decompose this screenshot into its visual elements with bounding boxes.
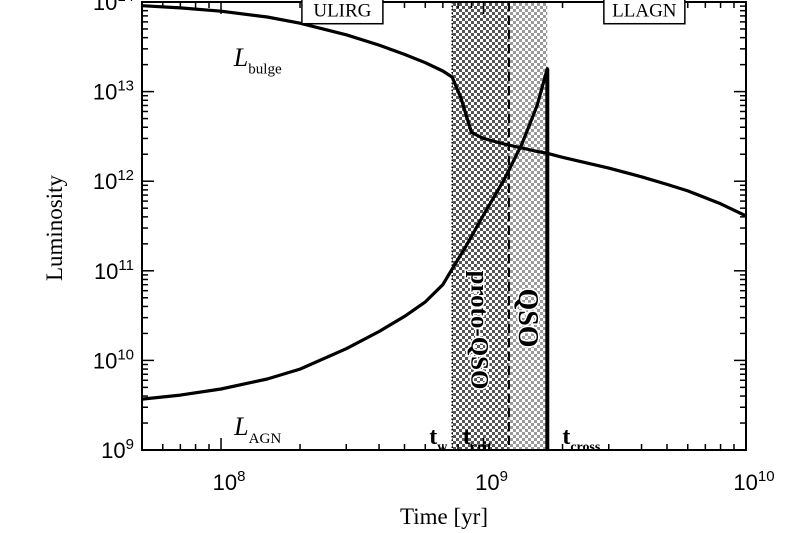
annotation-box-llagn <box>603 0 686 25</box>
marker-label-tcrit: tcrit <box>463 424 492 455</box>
annotation-box-ulirg <box>301 0 384 25</box>
y-tick-label: 1014 <box>93 0 134 15</box>
x-tick-label: 1010 <box>733 468 774 495</box>
phase-label-proto-qso: proto-QSO <box>466 271 493 390</box>
series-line-l-agn <box>142 67 549 401</box>
axis-ticks: 108 109 1010 109 1010 1011 1012 1013 1014 <box>93 0 775 495</box>
marker-label-tcross: tcross <box>562 424 600 455</box>
series-label-l-agn: LAGN <box>233 412 281 447</box>
y-tick-label: 1011 <box>94 257 134 284</box>
annotations: ULIRG LLAGN Lbulge LAGN tw tcrit tcross <box>233 0 686 455</box>
y-axis-title: Luminosity <box>42 174 67 281</box>
x-axis-title: Time [yr] <box>400 504 488 529</box>
plot-frame <box>141 1 747 451</box>
y-tick-label: 1012 <box>93 167 134 194</box>
annotation-text-ulirg: ULIRG <box>313 1 371 22</box>
x-tick-label: 109 <box>475 468 508 495</box>
x-tick-label: 108 <box>213 468 246 495</box>
y-tick-label: 1013 <box>93 78 134 105</box>
phase-label-qso: QSO <box>512 288 543 347</box>
phase-region-proto-qso <box>452 2 509 450</box>
time-markers: proto-QSO QSO <box>451 2 550 450</box>
marker-label-tw: tw <box>429 424 447 455</box>
y-tick-label: 109 <box>101 436 134 463</box>
curves <box>142 4 746 401</box>
series-label-l-bulge: Lbulge <box>233 43 282 78</box>
annotation-text-llagn: LLAGN <box>612 1 677 22</box>
plot-border <box>141 1 747 451</box>
y-tick-label: 1010 <box>93 346 134 373</box>
phase-region-qso <box>508 2 548 450</box>
phase-regions <box>452 2 548 450</box>
series-line-l-bulge <box>142 4 746 218</box>
